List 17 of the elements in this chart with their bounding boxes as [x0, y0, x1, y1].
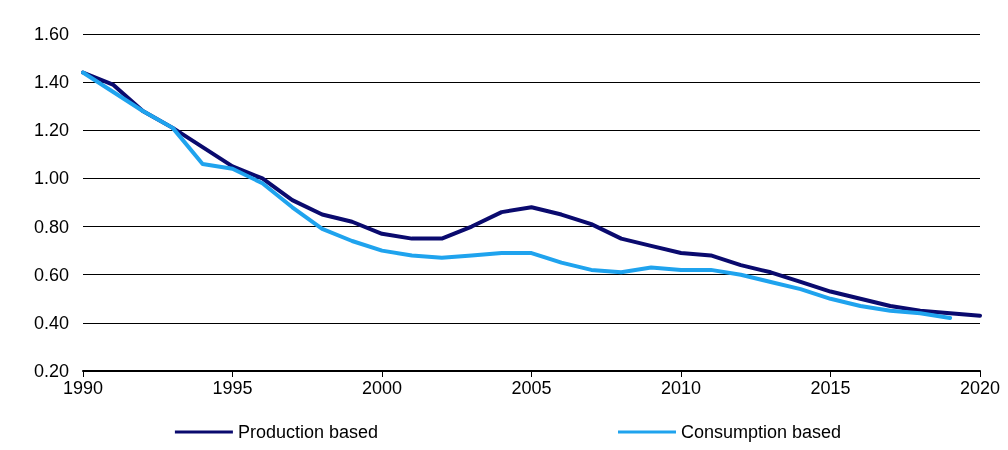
x-tick-label: 1995	[212, 378, 253, 398]
y-tick-label: 1.60	[33, 24, 69, 44]
y-tick-label: 1.20	[33, 120, 69, 141]
y-tick-label: 0.40	[33, 312, 69, 333]
x-tick-label: 2010	[660, 378, 702, 398]
y-tick-label: 1.40	[33, 72, 69, 93]
y-tick-label: 0.60	[33, 264, 69, 285]
y-tick-label: 0.80	[33, 216, 69, 237]
y-tick-label: 0.20	[33, 361, 69, 381]
legend-label: Consumption based	[681, 422, 842, 442]
x-tick-label: 2020	[959, 378, 1001, 398]
x-tick-label: 2015	[810, 378, 851, 398]
x-tick-label: 1990	[62, 378, 104, 398]
x-tick-label: 2005	[511, 378, 552, 398]
y-tick-label: 1.00	[33, 168, 69, 189]
x-tick-label: 2000	[361, 378, 403, 398]
legend-label: Production based	[237, 422, 379, 442]
